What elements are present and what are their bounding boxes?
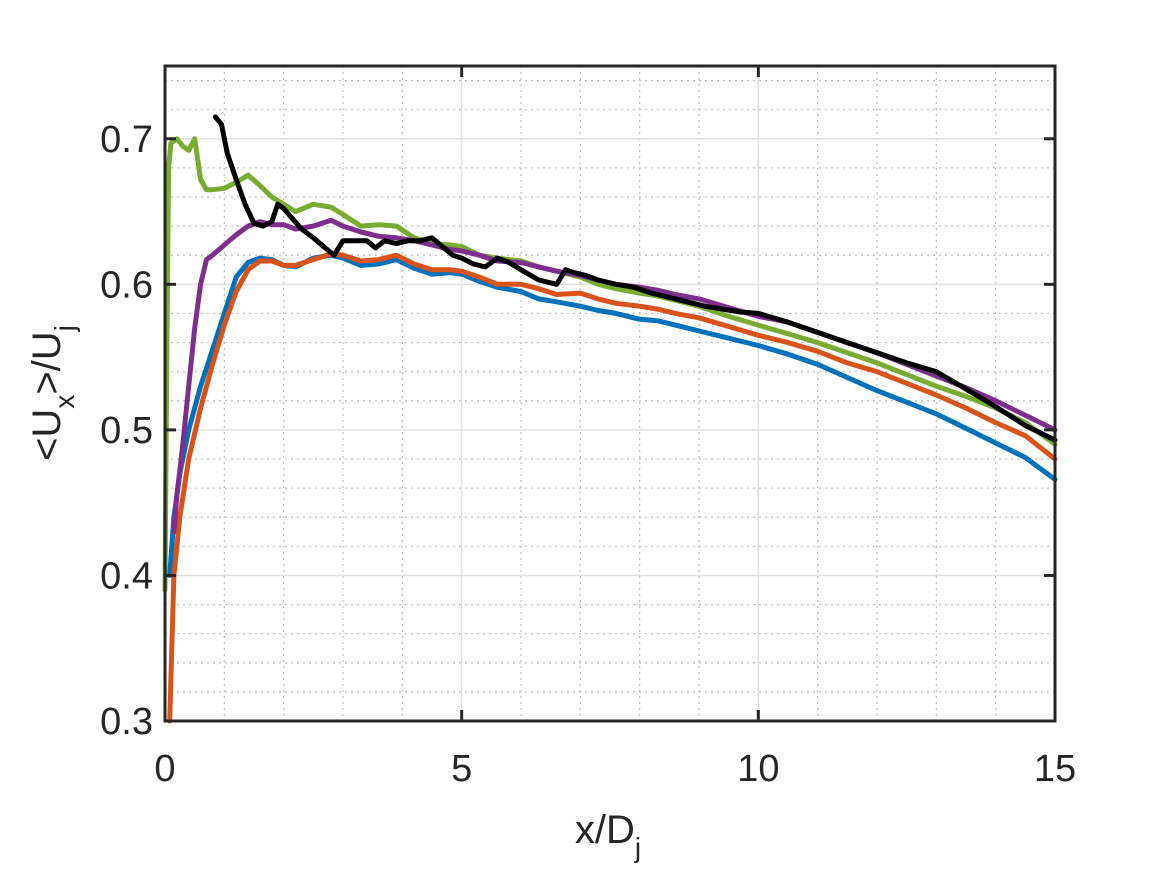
x-axis-label-sub: j — [634, 832, 641, 863]
plot-area-background — [165, 66, 1055, 721]
x-tick-label: 0 — [154, 748, 175, 790]
x-axis-label-main: x/D — [575, 808, 635, 852]
x-axis-label: x/Dj — [575, 808, 641, 863]
y-tick-label: 0.6 — [100, 264, 153, 306]
series-line-2 — [167, 251, 1058, 724]
axes-box — [163, 64, 1057, 723]
y-axis-label-part2: >/U — [25, 331, 69, 394]
y-tick-label: 0.3 — [100, 701, 153, 743]
series-line-5 — [212, 114, 1058, 443]
y-axis-label-part1: <U — [25, 409, 69, 461]
y-axis-label: <Ux>/Uj — [25, 325, 80, 461]
series-line-1 — [167, 252, 1058, 578]
x-tick-label: 10 — [737, 748, 779, 790]
y-tick-label: 0.4 — [100, 555, 153, 597]
y-axis-label-sub2: j — [49, 325, 80, 332]
x-tick-label: 15 — [1034, 748, 1076, 790]
tick-labels: 0 5 10 15 0.3 0.4 0.5 0.6 0.7 — [100, 119, 1076, 790]
ticks — [163, 66, 1057, 723]
x-tick-label: 5 — [451, 748, 472, 790]
minor-grid — [165, 66, 1055, 721]
series-layer — [162, 114, 1058, 724]
y-axis-label-sub1: x — [49, 395, 80, 409]
y-tick-label: 0.7 — [100, 119, 153, 161]
y-tick-label: 0.5 — [100, 410, 153, 452]
